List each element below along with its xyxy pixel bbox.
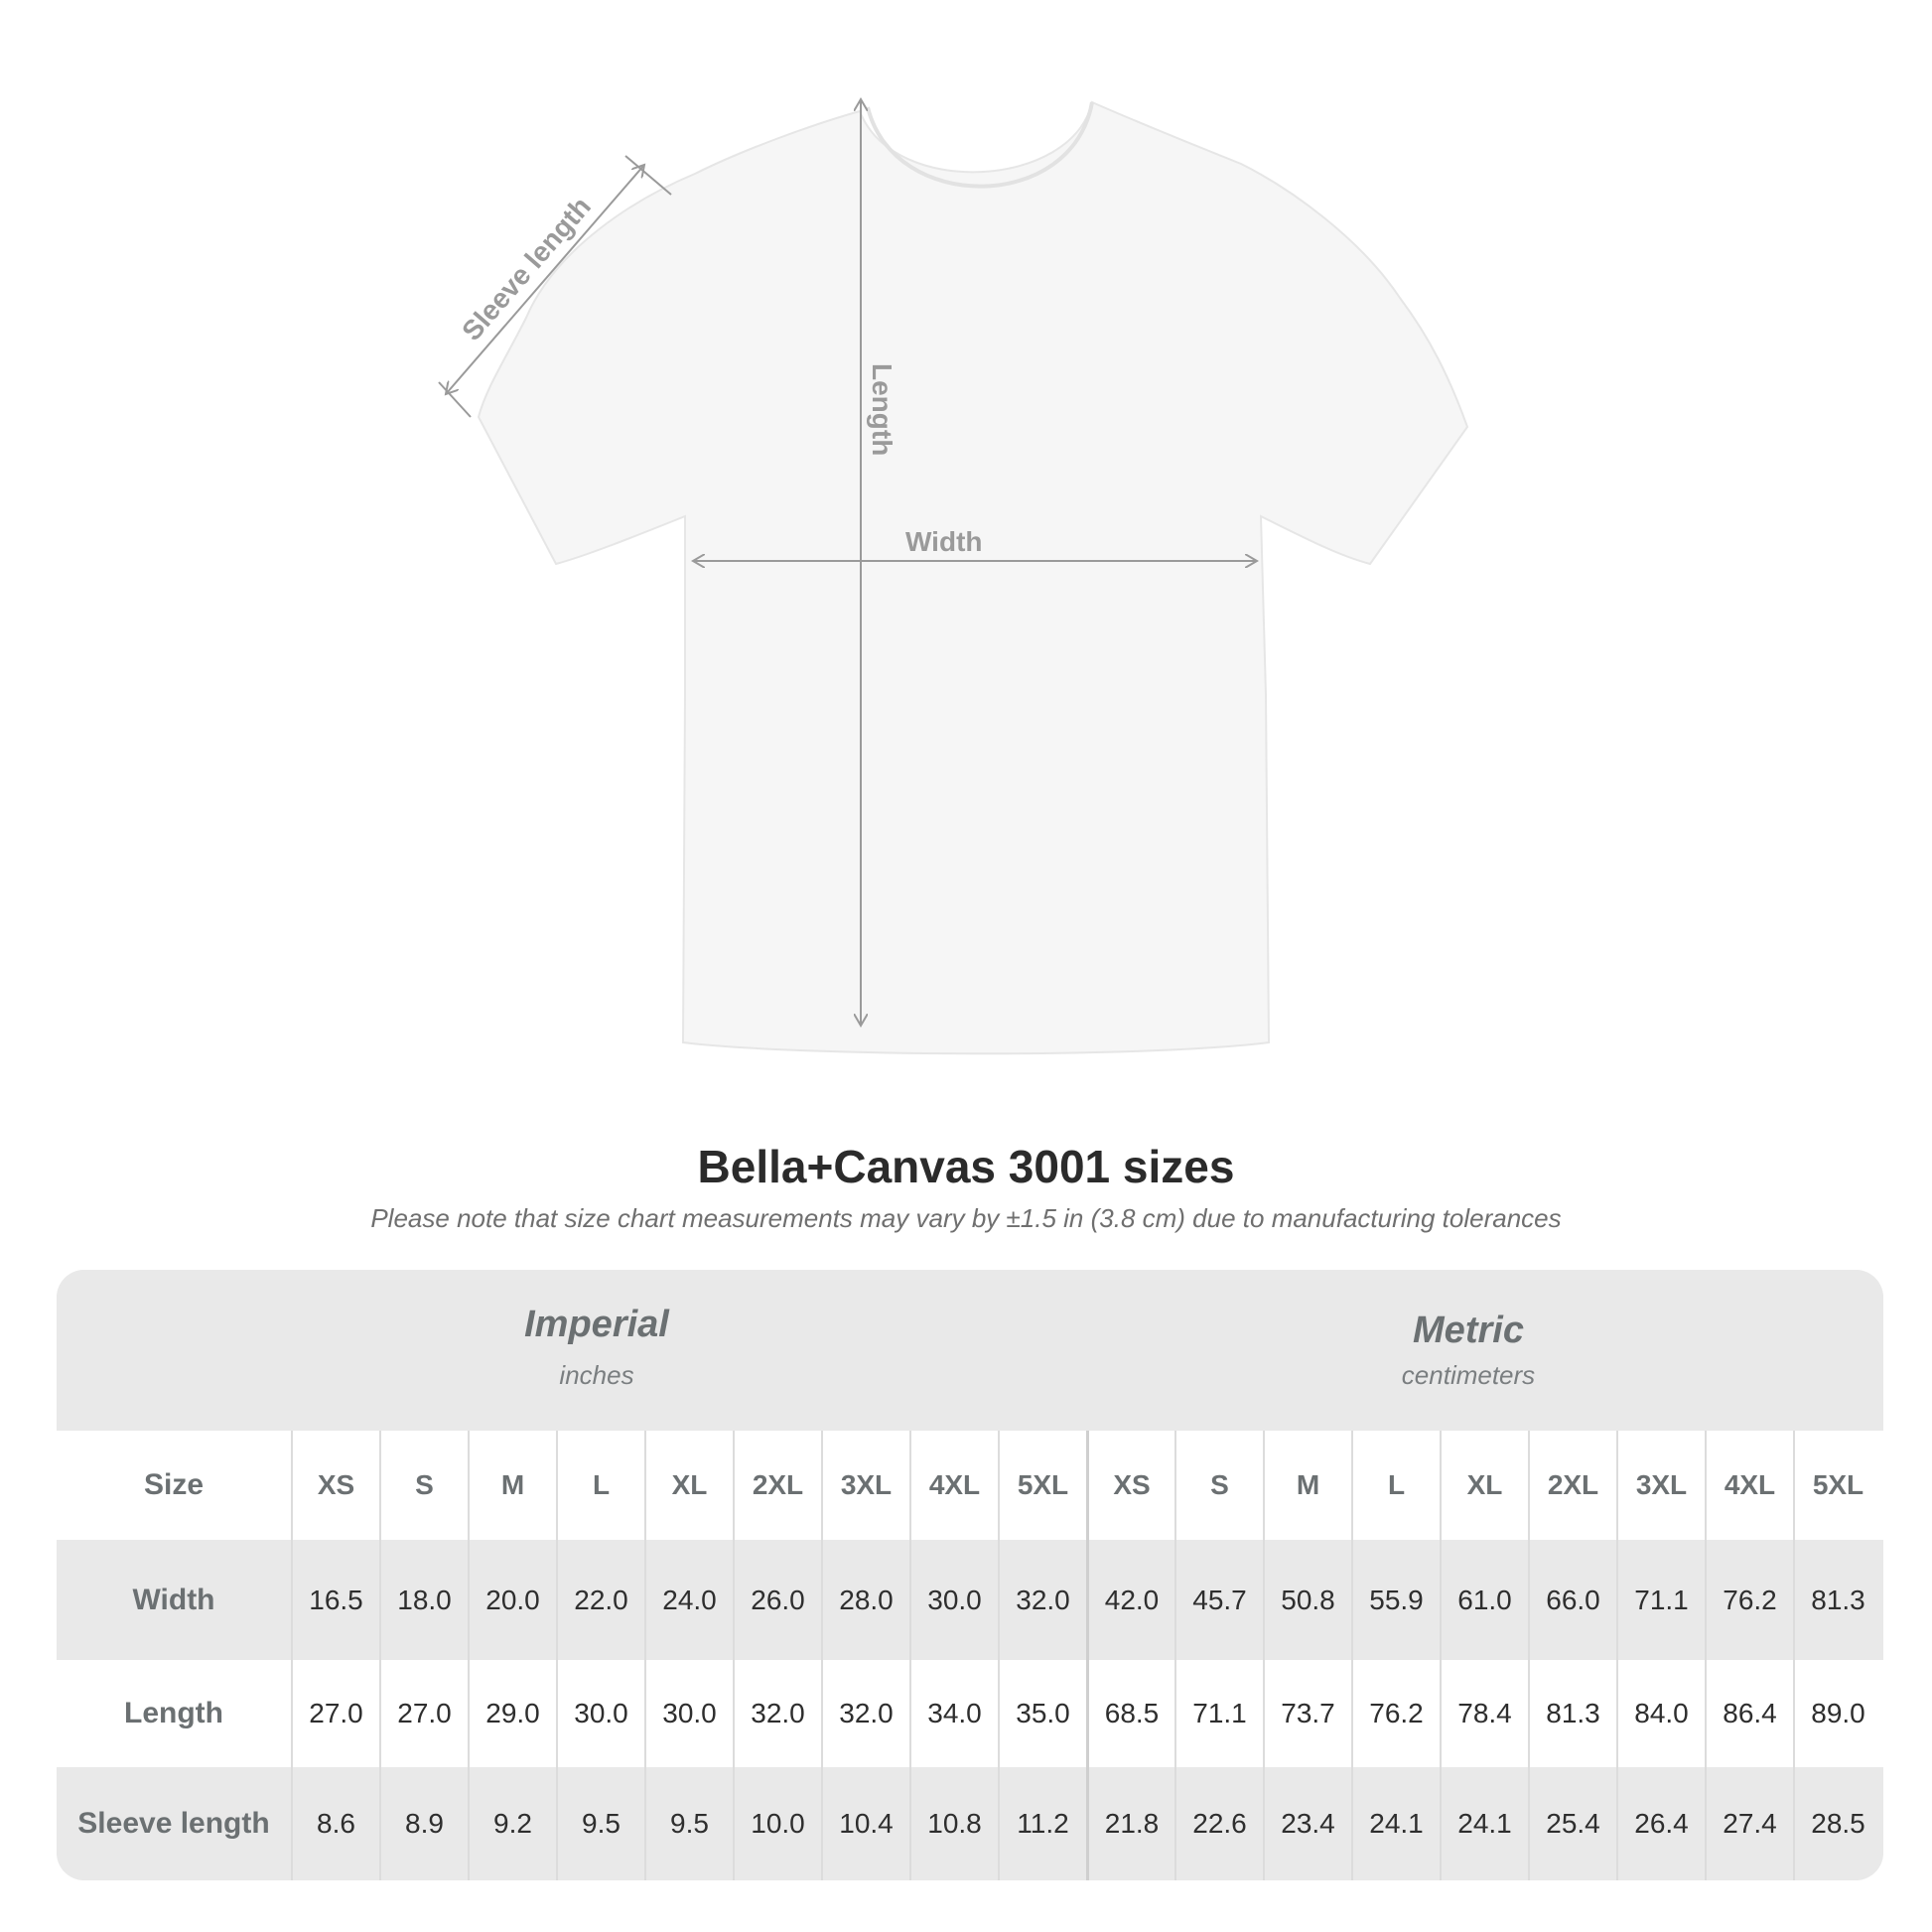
table-cell: 71.1	[1616, 1540, 1705, 1660]
table-cell: 24.0	[644, 1540, 733, 1660]
metric-unit: centimeters	[1401, 1360, 1536, 1390]
imperial-header: Imperial inches	[348, 1304, 845, 1391]
table-cell: 86.4	[1705, 1660, 1793, 1767]
metric-header: Metric centimeters	[1220, 1310, 1717, 1391]
metric-label: Metric	[1413, 1310, 1524, 1351]
table-cell: 78.4	[1440, 1660, 1528, 1767]
size-header-cell: XS	[291, 1431, 379, 1540]
table-cell: 30.0	[644, 1660, 733, 1767]
row-label: Size	[143, 1468, 205, 1501]
table-cell: 32.0	[998, 1540, 1086, 1660]
table-cell: 73.7	[1263, 1660, 1351, 1767]
table-cell: 9.2	[468, 1767, 556, 1880]
table-cell: 9.5	[556, 1767, 644, 1880]
length-label: Length	[867, 363, 897, 456]
table-cell: 27.0	[291, 1660, 379, 1767]
size-table: Imperial inches Metric centimeters Size X…	[57, 1270, 1883, 1880]
table-cell: 8.6	[291, 1767, 379, 1880]
table-cell: 45.7	[1174, 1540, 1263, 1660]
table-cell: 24.1	[1351, 1767, 1440, 1880]
table-cell: 27.4	[1705, 1767, 1793, 1880]
table-cell: 34.0	[909, 1660, 998, 1767]
size-header-cell: XS	[1086, 1431, 1174, 1540]
table-cell: 18.0	[379, 1540, 468, 1660]
table-cell: 35.0	[998, 1660, 1086, 1767]
width-label: Width	[905, 526, 983, 557]
table-cell: 25.4	[1528, 1767, 1616, 1880]
table-cell: 66.0	[1528, 1540, 1616, 1660]
table-cell: 32.0	[733, 1660, 821, 1767]
table-cell: 20.0	[468, 1540, 556, 1660]
table-cell: 71.1	[1174, 1660, 1263, 1767]
table-cell: 28.5	[1793, 1767, 1881, 1880]
table-cell: 42.0	[1086, 1540, 1174, 1660]
size-header-cell: 5XL	[998, 1431, 1086, 1540]
imperial-label: Imperial	[524, 1304, 669, 1345]
table-cell: 22.0	[556, 1540, 644, 1660]
table-cell: 16.5	[291, 1540, 379, 1660]
table-cell: 22.6	[1174, 1767, 1263, 1880]
size-header-cell: L	[556, 1431, 644, 1540]
size-header-cell: XL	[644, 1431, 733, 1540]
table-cell: 27.0	[379, 1660, 468, 1767]
size-header-cell: M	[468, 1431, 556, 1540]
size-header-cell: M	[1263, 1431, 1351, 1540]
table-cell: 10.4	[821, 1767, 909, 1880]
tshirt-diagram: Sleeve length Length Width	[438, 0, 1469, 1055]
table-cell: 32.0	[821, 1660, 909, 1767]
table-cell: 10.8	[909, 1767, 998, 1880]
size-header-cell: 4XL	[1705, 1431, 1793, 1540]
size-header-cell: S	[1174, 1431, 1263, 1540]
table-cell: 26.4	[1616, 1767, 1705, 1880]
length-row: Length 27.0 27.0 29.0 30.0 30.0 32.0 32.0 34.0 35…	[57, 1660, 1883, 1767]
size-header-cell: 5XL	[1793, 1431, 1881, 1540]
table-cell: 84.0	[1616, 1660, 1705, 1767]
size-header-cell: S	[379, 1431, 468, 1540]
table-cell: 76.2	[1705, 1540, 1793, 1660]
table-cell: 11.2	[998, 1767, 1086, 1880]
table-cell: 10.0	[733, 1767, 821, 1880]
table-cell: 50.8	[1263, 1540, 1351, 1660]
size-header-cell: 2XL	[733, 1431, 821, 1540]
size-header-cell: 2XL	[1528, 1431, 1616, 1540]
size-header-cell: 3XL	[1616, 1431, 1705, 1540]
table-cell: 89.0	[1793, 1660, 1881, 1767]
width-row: Width 16.5 18.0 20.0 22.0 24.0 26.0 28.0 30.0 32.…	[57, 1540, 1883, 1660]
table-cell: 9.5	[644, 1767, 733, 1880]
table-header-band: Imperial inches Metric centimeters	[57, 1270, 1883, 1431]
size-row: Size XS S M L XL 2XL 3XL 4XL 5XL XS S M L XL 2XL 3XL 4XL 5…	[57, 1431, 1883, 1540]
size-header-cell: 3XL	[821, 1431, 909, 1540]
table-cell: 28.0	[821, 1540, 909, 1660]
table-cell: 55.9	[1351, 1540, 1440, 1660]
table-cell: 76.2	[1351, 1660, 1440, 1767]
table-cell: 24.1	[1440, 1767, 1528, 1880]
sleeve-length-row: Sleeve length 8.6 8.9 9.2 9.5 9.5 10.0 10.4 10.8…	[57, 1767, 1883, 1880]
table-cell: 23.4	[1263, 1767, 1351, 1880]
tshirt-shape	[477, 100, 1469, 1055]
row-label: Width	[132, 1583, 215, 1616]
row-label: Length	[124, 1697, 223, 1729]
size-header-cell: L	[1351, 1431, 1440, 1540]
table-cell: 26.0	[733, 1540, 821, 1660]
row-label: Sleeve length	[77, 1807, 270, 1840]
table-cell: 68.5	[1086, 1660, 1174, 1767]
chart-title: Bella+Canvas 3001 sizes	[697, 1141, 1235, 1192]
table-cell: 29.0	[468, 1660, 556, 1767]
sleeve-arrow	[446, 165, 644, 394]
table-cell: 81.3	[1528, 1660, 1616, 1767]
table-cell: 30.0	[556, 1660, 644, 1767]
size-header-cell: 4XL	[909, 1431, 998, 1540]
table-cell: 8.9	[379, 1767, 468, 1880]
table-cell: 30.0	[909, 1540, 998, 1660]
tolerance-note: Please note that size chart measurements…	[370, 1203, 1562, 1233]
table-cell: 81.3	[1793, 1540, 1881, 1660]
imperial-unit: inches	[559, 1360, 634, 1390]
table-cell: 61.0	[1440, 1540, 1528, 1660]
table-cell: 21.8	[1086, 1767, 1174, 1880]
size-header-cell: XL	[1440, 1431, 1528, 1540]
